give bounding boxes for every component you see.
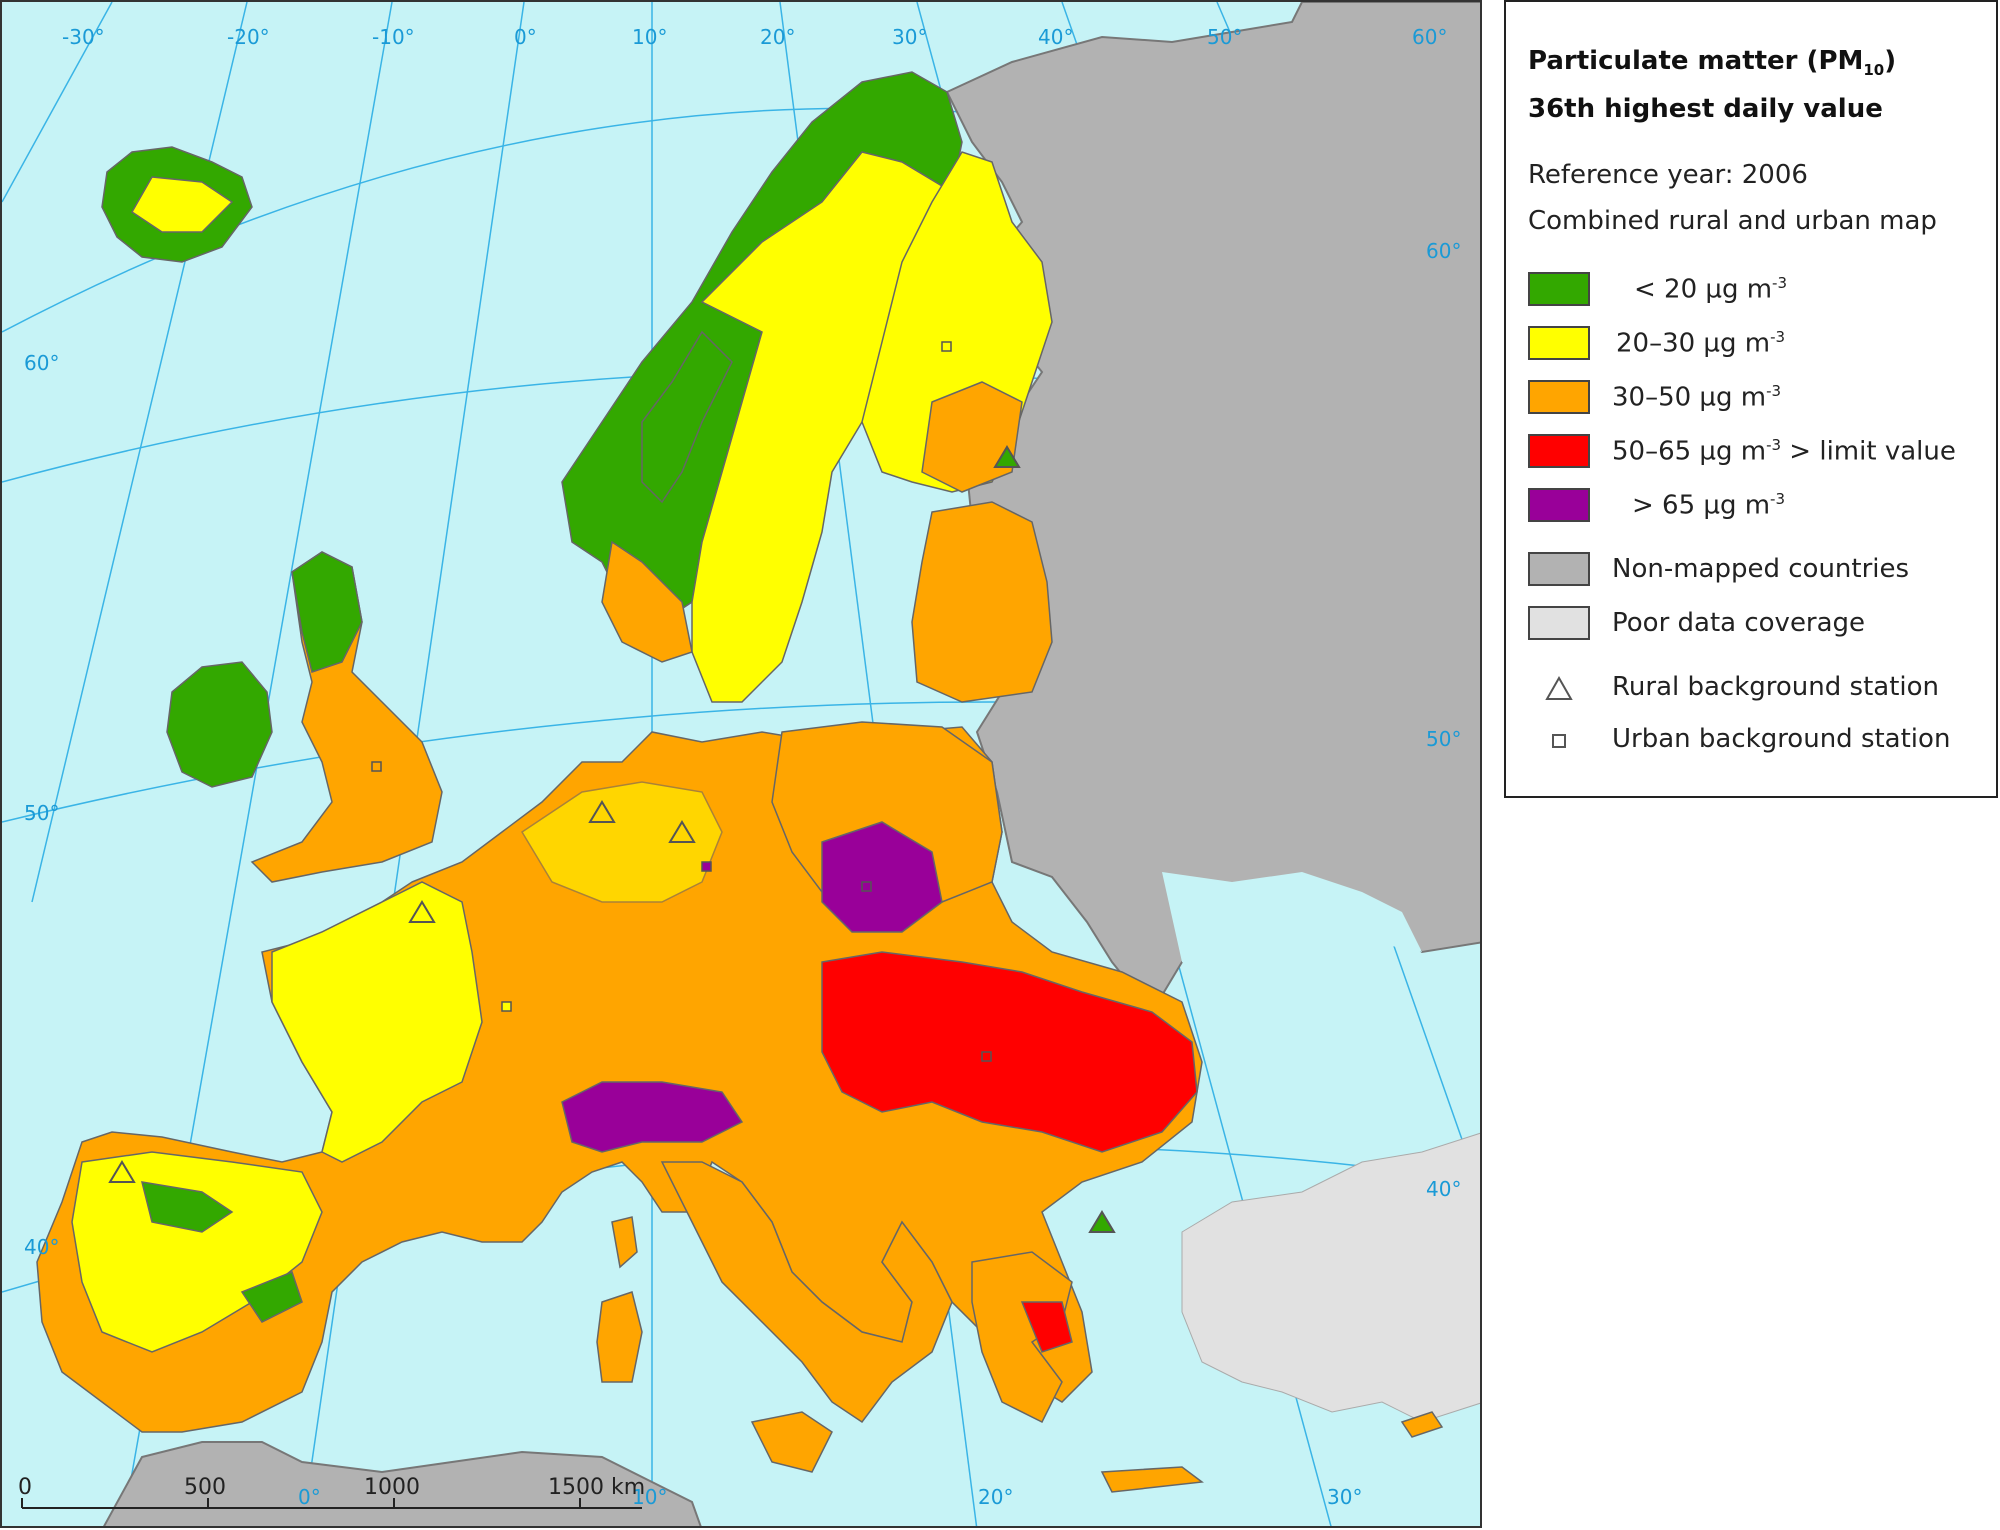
scale-tick-label: 0 [18, 1475, 32, 1500]
lat-label: 60° [24, 351, 59, 375]
legend-class-30-50: 30–50 µg m-3 [1528, 380, 1988, 416]
lon-label: 30° [892, 25, 927, 49]
lat-label: 50° [24, 801, 59, 825]
rural-station-marker [1088, 1210, 1116, 1233]
scale-tick-label: 1500 km [548, 1475, 645, 1500]
urban-station-marker [981, 1051, 992, 1062]
scale-tick-label: 1000 [364, 1475, 420, 1500]
legend-swatch [1528, 606, 1590, 640]
legend-class-lt20: < 20 µg m-3 [1528, 272, 1988, 308]
legend-class-label: 20–30 µg m-3 [1616, 328, 1786, 359]
legend-swatch [1528, 272, 1590, 306]
poor-data-area [1181, 1132, 1480, 1423]
square-icon [1552, 734, 1566, 748]
lon-label: -20° [227, 25, 270, 49]
urban-station-marker [861, 881, 872, 892]
scale-bar: 0 500 1000 1500 km [18, 1475, 645, 1509]
lon-label: 50° [1207, 25, 1242, 49]
legend-swatch [1528, 434, 1590, 468]
legend-rural-label: Rural background station [1612, 672, 1940, 702]
legend-poor-data-label: Poor data coverage [1612, 608, 1866, 638]
legend-class-label: > 65 µg m-3 [1632, 490, 1786, 521]
map-type-label: Combined rural and urban map [1528, 206, 1937, 236]
legend-rural-station: Rural background station [1528, 670, 1988, 706]
legend-class-gt65: > 65 µg m-3 [1528, 488, 1988, 524]
meridian-line [2, 2, 113, 203]
rural-station-marker [588, 800, 616, 823]
legend-swatch [1528, 326, 1590, 360]
lat-label: 50° [1426, 727, 1461, 751]
urban-station-marker [701, 861, 712, 872]
legend-swatch [1528, 488, 1590, 522]
rural-station-marker [668, 820, 696, 843]
lon-label: 0° [298, 1485, 321, 1509]
black-sea [1162, 872, 1422, 982]
lon-label: 40° [1038, 25, 1073, 49]
legend-swatch [1528, 380, 1590, 414]
lon-label: 20° [760, 25, 795, 49]
legend: Particulate matter (PM10) 36th highest d… [1504, 0, 1998, 798]
legend-urban-label: Urban background station [1612, 724, 1951, 754]
lon-label: 20° [978, 1485, 1013, 1509]
meridian-line [31, 2, 248, 903]
legend-class-20-30: 20–30 µg m-3 [1528, 326, 1988, 362]
legend-title: Particulate matter (PM10) [1528, 46, 1897, 80]
legend-non-mapped-label: Non-mapped countries [1612, 554, 1910, 584]
urban-station-marker [371, 761, 382, 772]
legend-non-mapped: Non-mapped countries [1528, 552, 1988, 588]
lon-label: -10° [372, 25, 415, 49]
lon-label: 60° [1412, 25, 1447, 49]
lon-label: 10° [632, 25, 667, 49]
legend-subtitle: 36th highest daily value [1528, 94, 1883, 124]
land-areas [36, 71, 1444, 1493]
legend-urban-station: Urban background station [1528, 722, 1988, 758]
rural-station-marker [993, 445, 1021, 468]
legend-class-50-65: 50–65 µg m-3 > limit value [1528, 434, 1988, 470]
lat-label: 40° [1426, 1177, 1461, 1201]
station-markers [108, 341, 1116, 1233]
urban-station-marker [501, 1001, 512, 1012]
reference-year: Reference year: 2006 [1528, 160, 1808, 190]
triangle-icon [1545, 675, 1573, 700]
rural-station-marker [408, 900, 436, 923]
legend-class-label: < 20 µg m-3 [1634, 274, 1788, 305]
legend-swatch [1528, 552, 1590, 586]
legend-class-label: 30–50 µg m-3 [1612, 382, 1782, 413]
legend-poor-data: Poor data coverage [1528, 606, 1988, 642]
scale-tick-label: 500 [184, 1475, 226, 1500]
graticule-labels: -30° -20° -10° 0° 10° 20° 30° 40° 50° 60… [24, 25, 1461, 1509]
europe-map[interactable]: -30° -20° -10° 0° 10° 20° 30° 40° 50° 60… [2, 2, 1482, 1528]
lon-label: -30° [62, 25, 105, 49]
rural-station-marker [108, 1160, 136, 1183]
lon-label: 10° [632, 1485, 667, 1509]
map-frame: -30° -20° -10° 0° 10° 20° 30° 40° 50° 60… [0, 0, 1482, 1528]
lat-label: 40° [24, 1235, 59, 1259]
urban-station-marker [941, 341, 952, 352]
lon-label: 0° [514, 25, 537, 49]
lon-label: 30° [1327, 1485, 1362, 1509]
lat-label: 60° [1426, 239, 1461, 263]
legend-class-label: 50–65 µg m-3 > limit value [1612, 436, 1956, 467]
